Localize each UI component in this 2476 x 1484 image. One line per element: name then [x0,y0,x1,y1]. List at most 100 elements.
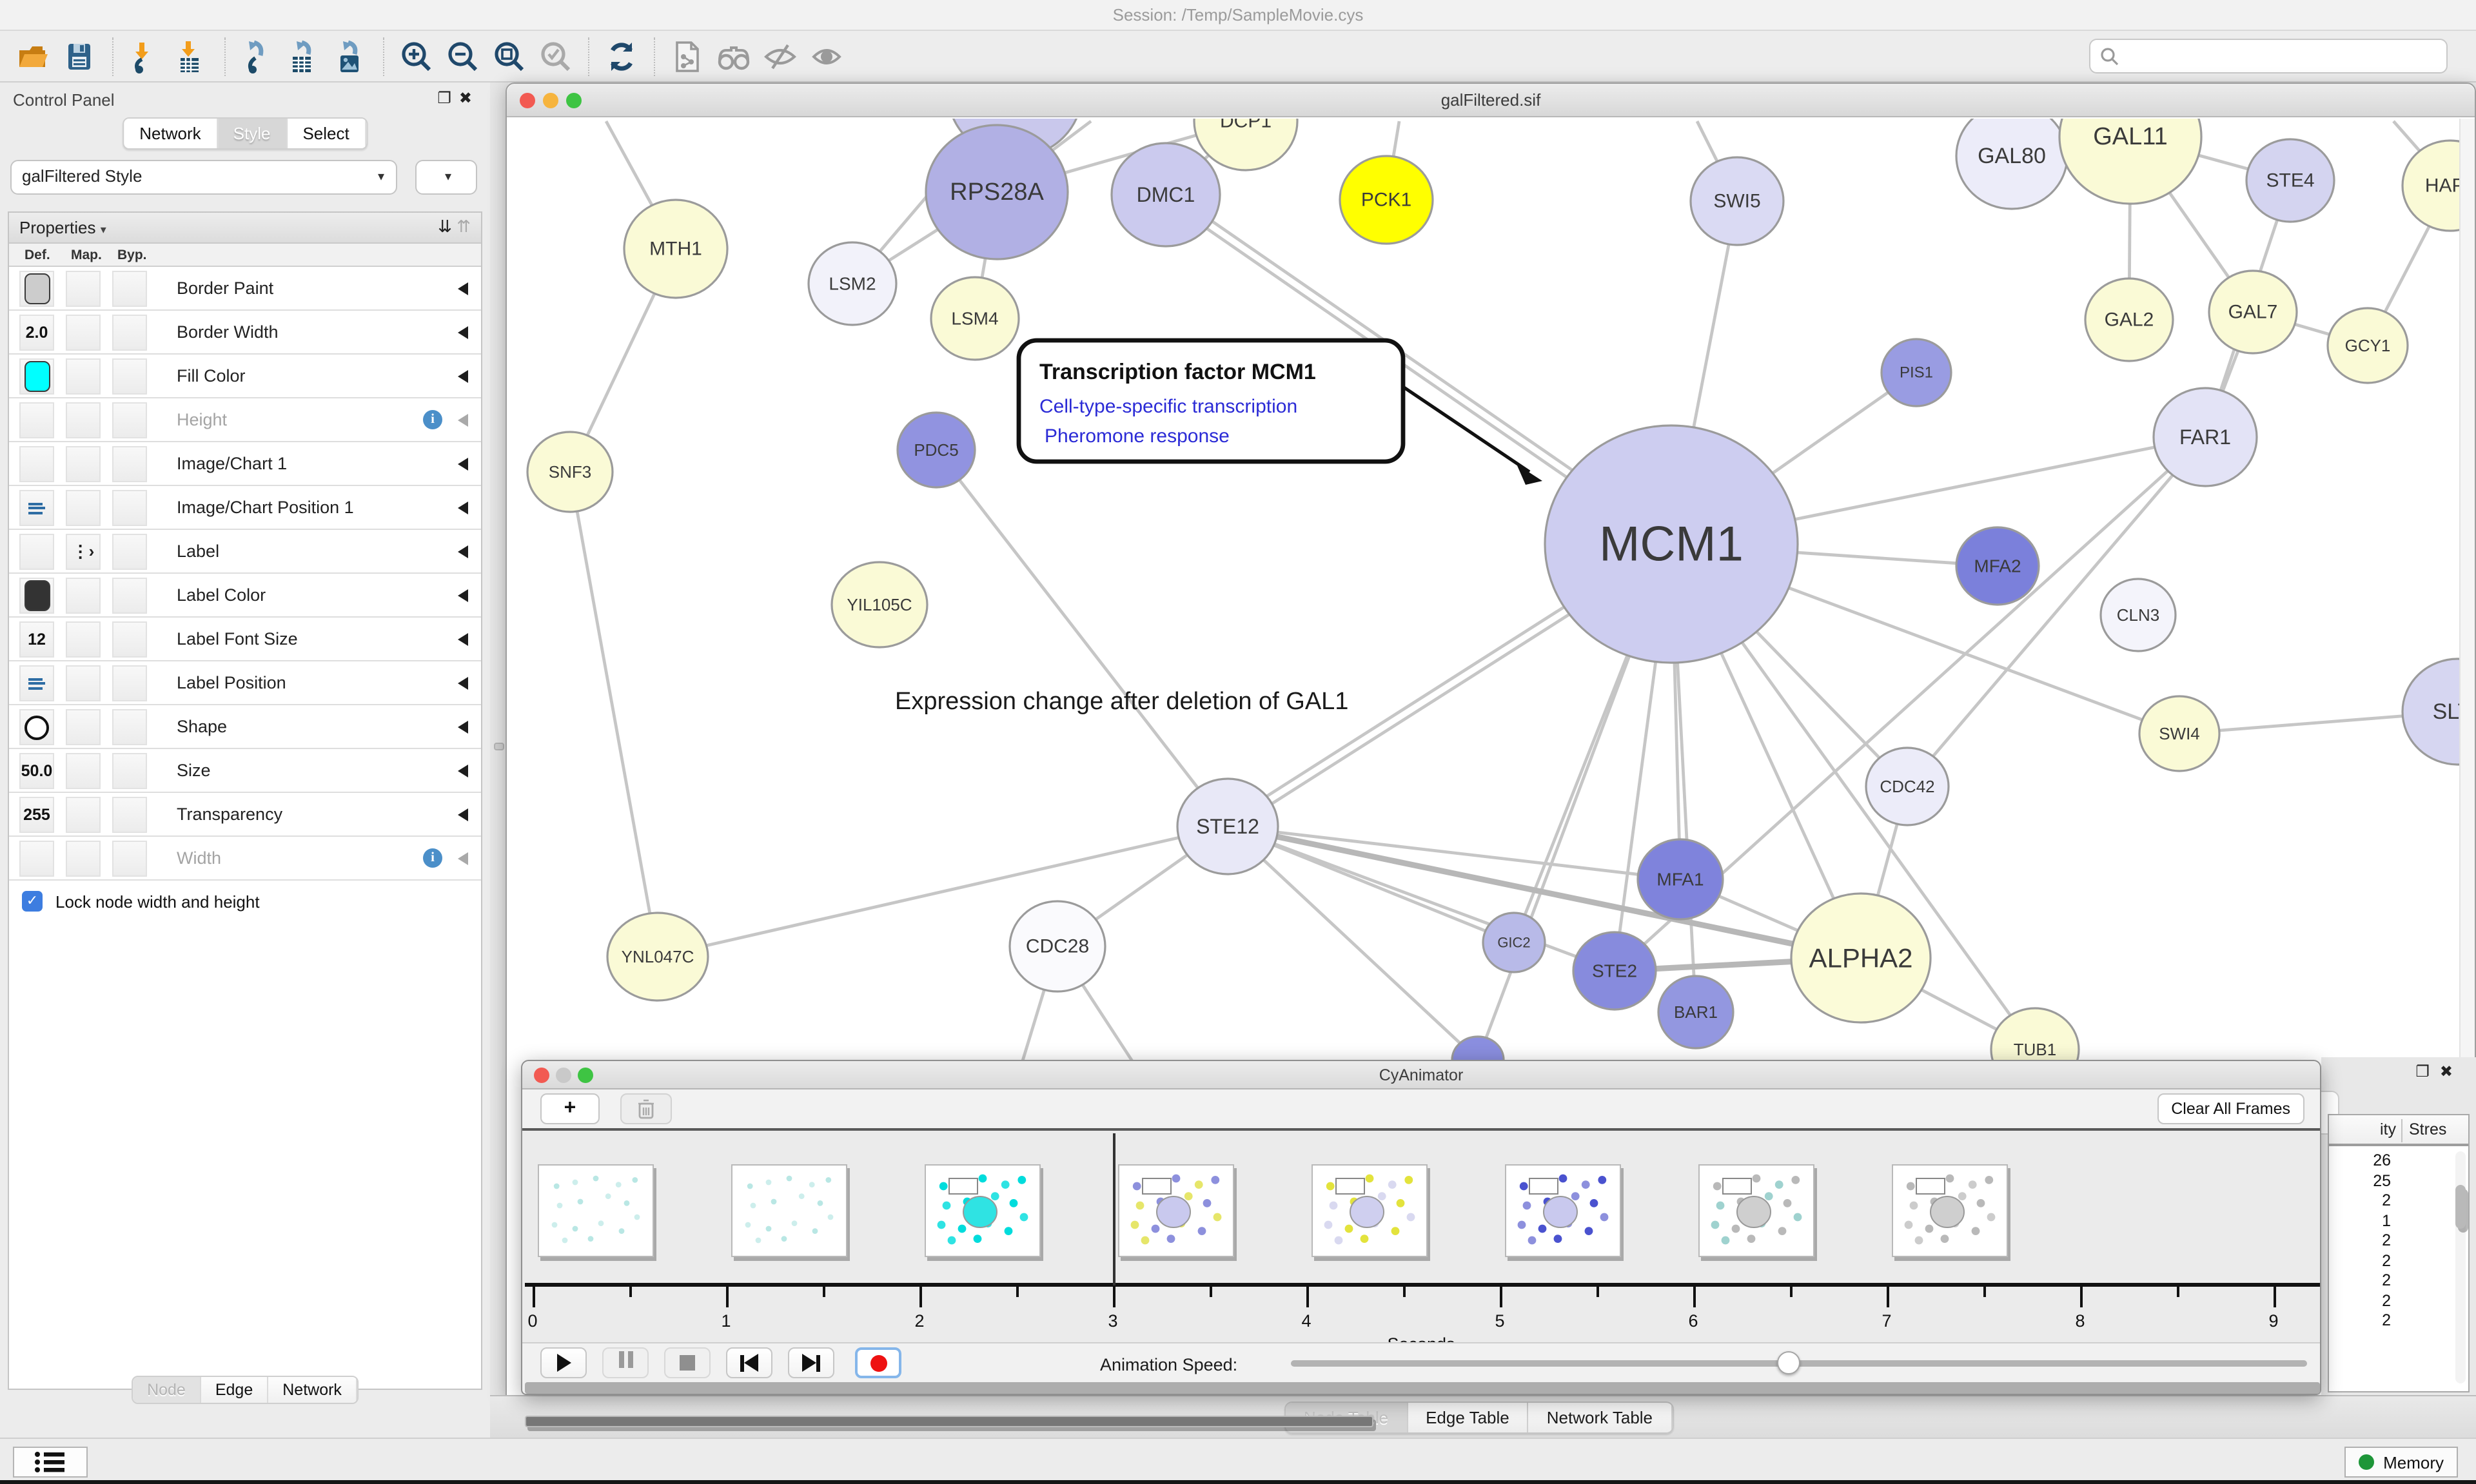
cyanimator-titlebar[interactable]: CyAnimator [522,1061,2320,1089]
default-value-cell[interactable]: 12 [19,621,54,658]
bypass-cell[interactable] [112,315,147,351]
skip-start-button[interactable] [726,1347,772,1378]
table-cell-centrality[interactable]: 1 [2382,1211,2391,1229]
property-row-shape[interactable]: Shape [9,705,481,749]
panel-tab-edge[interactable]: Edge [201,1377,269,1403]
node-SLT2[interactable]: SLT2 [2401,658,2461,766]
hide-eye-icon[interactable] [761,37,800,75]
slider-thumb[interactable] [1777,1351,1801,1374]
node-STE2[interactable]: STE2 [1572,931,1657,1011]
frame-thumbnail-6[interactable] [1505,1164,1621,1257]
edge-STE12-NODE_X[interactable] [1226,825,1479,1061]
annotation-box[interactable]: Transcription factor MCM1 Cell-type-speci… [1016,338,1406,464]
pause-button[interactable] [602,1347,649,1378]
expand-row-icon[interactable] [458,282,468,295]
tab-edge-table[interactable]: Edge Table [1408,1403,1529,1432]
bypass-cell[interactable] [112,709,147,745]
table-cell-centrality[interactable]: 2 [2382,1251,2391,1269]
minimize-window-icon[interactable] [543,93,558,108]
table-cell-centrality[interactable]: 2 [2382,1311,2391,1329]
node-ALPHA2[interactable]: ALPHA2 [1790,892,1932,1024]
default-value-cell[interactable]: 255 [19,797,54,833]
property-row-border-paint[interactable]: Border Paint [9,267,481,311]
close-window-icon[interactable] [534,1068,549,1083]
expand-row-icon[interactable] [458,808,468,821]
table-cell-centrality[interactable]: 2 [2382,1231,2391,1249]
table-cell-centrality[interactable]: 26 [2373,1151,2391,1169]
node-RPS28A[interactable]: RPS28A [925,124,1069,260]
save-session-icon[interactable] [61,37,99,75]
expand-row-icon[interactable] [458,765,468,777]
bypass-cell[interactable] [112,621,147,658]
expand-row-icon[interactable] [458,370,468,383]
default-value-cell[interactable] [19,271,54,307]
expand-row-icon[interactable] [458,721,468,734]
node-CLN3[interactable]: CLN3 [2099,578,2177,652]
default-value-cell[interactable] [19,402,54,438]
edge-STE12-GIC2[interactable] [1227,825,1515,944]
property-row-image-chart-1[interactable]: Image/Chart 1 [9,442,481,486]
open-session-icon[interactable] [14,37,53,75]
mapping-cell[interactable] [66,490,101,526]
mapping-cell[interactable]: ⋮› [66,534,101,570]
splitter-handle[interactable] [494,743,504,750]
node-SNF3[interactable]: SNF3 [526,431,614,513]
node-FAR1[interactable]: FAR1 [2152,387,2258,487]
find-icon[interactable] [714,37,753,75]
property-row-label[interactable]: ⋮› Label [9,530,481,574]
default-value-cell[interactable]: 50.0 [19,753,54,789]
mapping-cell[interactable] [66,797,101,833]
property-row-label-position[interactable]: Label Position [9,661,481,705]
node-LSM4[interactable]: LSM4 [930,276,1020,361]
mapping-cell[interactable] [66,665,101,701]
mapping-cell[interactable] [66,621,101,658]
property-row-fill-color[interactable]: Fill Color [9,355,481,398]
expand-row-icon[interactable] [458,458,468,471]
show-eye-icon[interactable] [807,37,846,75]
zoom-out-icon[interactable] [444,37,482,75]
node-MFA2[interactable]: MFA2 [1955,526,2040,606]
default-value-cell[interactable]: 2.0 [19,315,54,351]
tab-style[interactable]: Style [217,119,288,148]
info-icon[interactable]: i [423,410,442,429]
cyanimator-hscrollbar[interactable] [525,1382,2320,1427]
frame-thumbnail-3[interactable] [925,1164,1041,1257]
refresh-icon[interactable] [602,37,641,75]
clear-all-frames-button[interactable]: Clear All Frames [2157,1093,2304,1124]
expand-row-icon[interactable] [458,852,468,865]
frame-thumbnail-1[interactable] [538,1164,654,1257]
property-row-border-width[interactable]: 2.0 Border Width [9,311,481,355]
table-cell-centrality[interactable]: 25 [2373,1171,2391,1189]
zoom-selected-icon[interactable] [536,37,575,75]
memory-button[interactable]: Memory [2344,1447,2458,1478]
edge-SNF3-YNL047C[interactable] [568,471,660,957]
node-GCY1[interactable]: GCY1 [2326,307,2409,384]
collapse-all-icon[interactable]: ⇈ [457,217,471,236]
property-row-size[interactable]: 50.0 Size [9,749,481,793]
default-value-cell[interactable] [19,709,54,745]
delete-frame-button[interactable] [620,1093,672,1124]
style-options-button[interactable]: ▾ [415,160,477,195]
stop-button[interactable] [664,1347,711,1378]
table-cell-centrality[interactable]: 2 [2382,1191,2391,1209]
search-input[interactable] [2089,39,2448,73]
frame-thumbnail-8[interactable] [1892,1164,2008,1257]
info-icon[interactable]: i [423,848,442,868]
property-row-width[interactable]: Width i [9,837,481,881]
tab-select[interactable]: Select [287,119,366,148]
tab-network[interactable]: Network [124,119,218,148]
property-row-height[interactable]: Height i [9,398,481,442]
lock-checkbox[interactable]: ✓ [22,891,43,912]
bypass-cell[interactable] [112,841,147,877]
bypass-cell[interactable] [112,358,147,395]
mapping-cell[interactable] [66,315,101,351]
edge-STE12-MFA1[interactable] [1227,825,1681,881]
export-image-icon[interactable] [331,37,370,75]
float-panel-icon[interactable]: ❐ [437,89,459,107]
bypass-cell[interactable] [112,534,147,570]
frame-thumbnail-2[interactable] [731,1164,847,1257]
expand-all-icon[interactable]: ⇊ [438,217,452,236]
default-value-cell[interactable] [19,665,54,701]
mapping-cell[interactable] [66,358,101,395]
expand-row-icon[interactable] [458,326,468,339]
